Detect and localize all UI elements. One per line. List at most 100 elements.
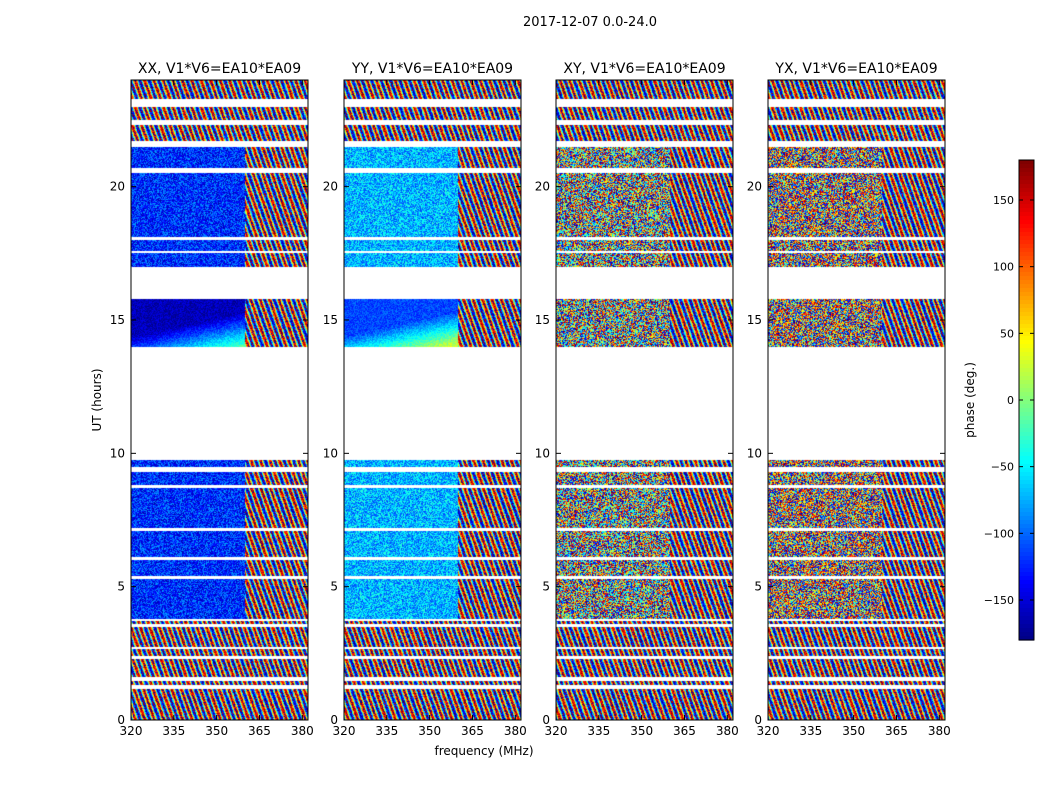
colorbar-segment <box>1019 448 1034 453</box>
panel-heatmap <box>768 80 945 720</box>
colorbar-tick-label: −100 <box>984 527 1014 540</box>
colorbar-segment <box>1019 520 1034 525</box>
colorbar-segment <box>1019 368 1034 373</box>
panel-title: XY, V1*V6=EA10*EA09 <box>563 61 725 77</box>
colorbar-segment <box>1019 268 1034 273</box>
colorbar-segment <box>1019 632 1034 637</box>
y-tick-label: 10 <box>110 446 125 460</box>
x-tick-label: 320 <box>120 724 143 738</box>
panel-4: YX, V1*V6=EA10*EA09 320 335 350 365 380 0 5 10 15… <box>747 61 951 738</box>
colorbar-segment <box>1019 160 1034 165</box>
colorbar-tick-label: 150 <box>993 194 1014 207</box>
colorbar-segment <box>1019 560 1034 565</box>
colorbar-segment <box>1019 564 1034 569</box>
colorbar-segment <box>1019 372 1034 377</box>
colorbar-segment <box>1019 400 1034 405</box>
colorbar-segment <box>1019 308 1034 313</box>
y-tick-label: 15 <box>747 313 762 327</box>
colorbar-segment <box>1019 264 1034 269</box>
colorbar-segment <box>1019 484 1034 489</box>
y-tick-label: 0 <box>754 713 762 727</box>
colorbar-segment <box>1019 432 1034 437</box>
colorbar-segment <box>1019 364 1034 369</box>
colorbar-segment <box>1019 588 1034 593</box>
x-tick-label: 380 <box>504 724 527 738</box>
colorbar-segment <box>1019 288 1034 293</box>
figure-title: 2017-12-07 0.0-24.0 <box>523 15 657 30</box>
y-tick-label: 10 <box>323 446 338 460</box>
colorbar-segment <box>1019 620 1034 625</box>
colorbar-segment <box>1019 296 1034 301</box>
colorbar-segment <box>1019 404 1034 409</box>
colorbar-tick-label: −50 <box>991 461 1014 474</box>
colorbar-segment <box>1019 224 1034 229</box>
colorbar-segment <box>1019 164 1034 169</box>
y-tick-label: 15 <box>535 313 550 327</box>
colorbar-segment <box>1019 608 1034 613</box>
x-tick-label: 380 <box>928 724 951 738</box>
colorbar-segment <box>1019 244 1034 249</box>
x-tick-label: 320 <box>333 724 356 738</box>
colorbar-segment <box>1019 496 1034 501</box>
colorbar-segment <box>1019 392 1034 397</box>
colorbar-segment <box>1019 280 1034 285</box>
colorbar-segment <box>1019 568 1034 573</box>
colorbar-segment <box>1019 460 1034 465</box>
panel-frame <box>555 79 734 721</box>
colorbar-segment <box>1019 256 1034 261</box>
colorbar-segment <box>1019 344 1034 349</box>
x-tick-label: 365 <box>248 724 271 738</box>
colorbar-segment <box>1019 424 1034 429</box>
x-tick-label: 350 <box>205 724 228 738</box>
colorbar-segment <box>1019 408 1034 413</box>
x-tick-label: 350 <box>630 724 653 738</box>
x-tick-label: 350 <box>418 724 441 738</box>
colorbar-segment <box>1019 360 1034 365</box>
x-tick-label: 365 <box>885 724 908 738</box>
colorbar-segment <box>1019 324 1034 329</box>
x-tick-label: 380 <box>716 724 739 738</box>
colorbar-segment <box>1019 300 1034 305</box>
colorbar-segment <box>1019 252 1034 257</box>
colorbar-segment <box>1019 272 1034 277</box>
x-tick-label: 350 <box>842 724 865 738</box>
y-tick-label: 5 <box>330 580 338 594</box>
y-tick-label: 0 <box>117 713 125 727</box>
panel-frame <box>343 79 522 721</box>
colorbar-segment <box>1019 192 1034 197</box>
panel-heatmap <box>344 80 521 720</box>
y-tick-label: 0 <box>542 713 550 727</box>
y-tick-label: 5 <box>542 580 550 594</box>
colorbar-segment <box>1019 312 1034 317</box>
colorbar-segment <box>1019 328 1034 333</box>
x-tick-label: 335 <box>587 724 610 738</box>
colorbar-segment <box>1019 196 1034 201</box>
colorbar-segment <box>1019 616 1034 621</box>
colorbar-segment <box>1019 340 1034 345</box>
colorbar-segment <box>1019 204 1034 209</box>
colorbar-segment <box>1019 584 1034 589</box>
colorbar-segment <box>1019 468 1034 473</box>
panel-heatmap <box>131 80 308 720</box>
colorbar-segment <box>1019 556 1034 561</box>
x-tick-label: 335 <box>375 724 398 738</box>
colorbar-segment <box>1019 508 1034 513</box>
colorbar-segment <box>1019 452 1034 457</box>
colorbar-segment <box>1019 572 1034 577</box>
colorbar-segment <box>1019 464 1034 469</box>
colorbar-segment <box>1019 472 1034 477</box>
colorbar-segment <box>1019 284 1034 289</box>
colorbar-segment <box>1019 540 1034 545</box>
colorbar-segment <box>1019 260 1034 265</box>
colorbar-segment <box>1019 416 1034 421</box>
colorbar-segment <box>1019 232 1034 237</box>
x-tick-label: 365 <box>461 724 484 738</box>
colorbar-segment <box>1019 240 1034 245</box>
colorbar-segment <box>1019 548 1034 553</box>
colorbar-segment <box>1019 480 1034 485</box>
x-tick-label: 365 <box>673 724 696 738</box>
colorbar-segment <box>1019 444 1034 449</box>
colorbar-segment <box>1019 168 1034 173</box>
colorbar-segment <box>1019 376 1034 381</box>
colorbar-segment <box>1019 592 1034 597</box>
